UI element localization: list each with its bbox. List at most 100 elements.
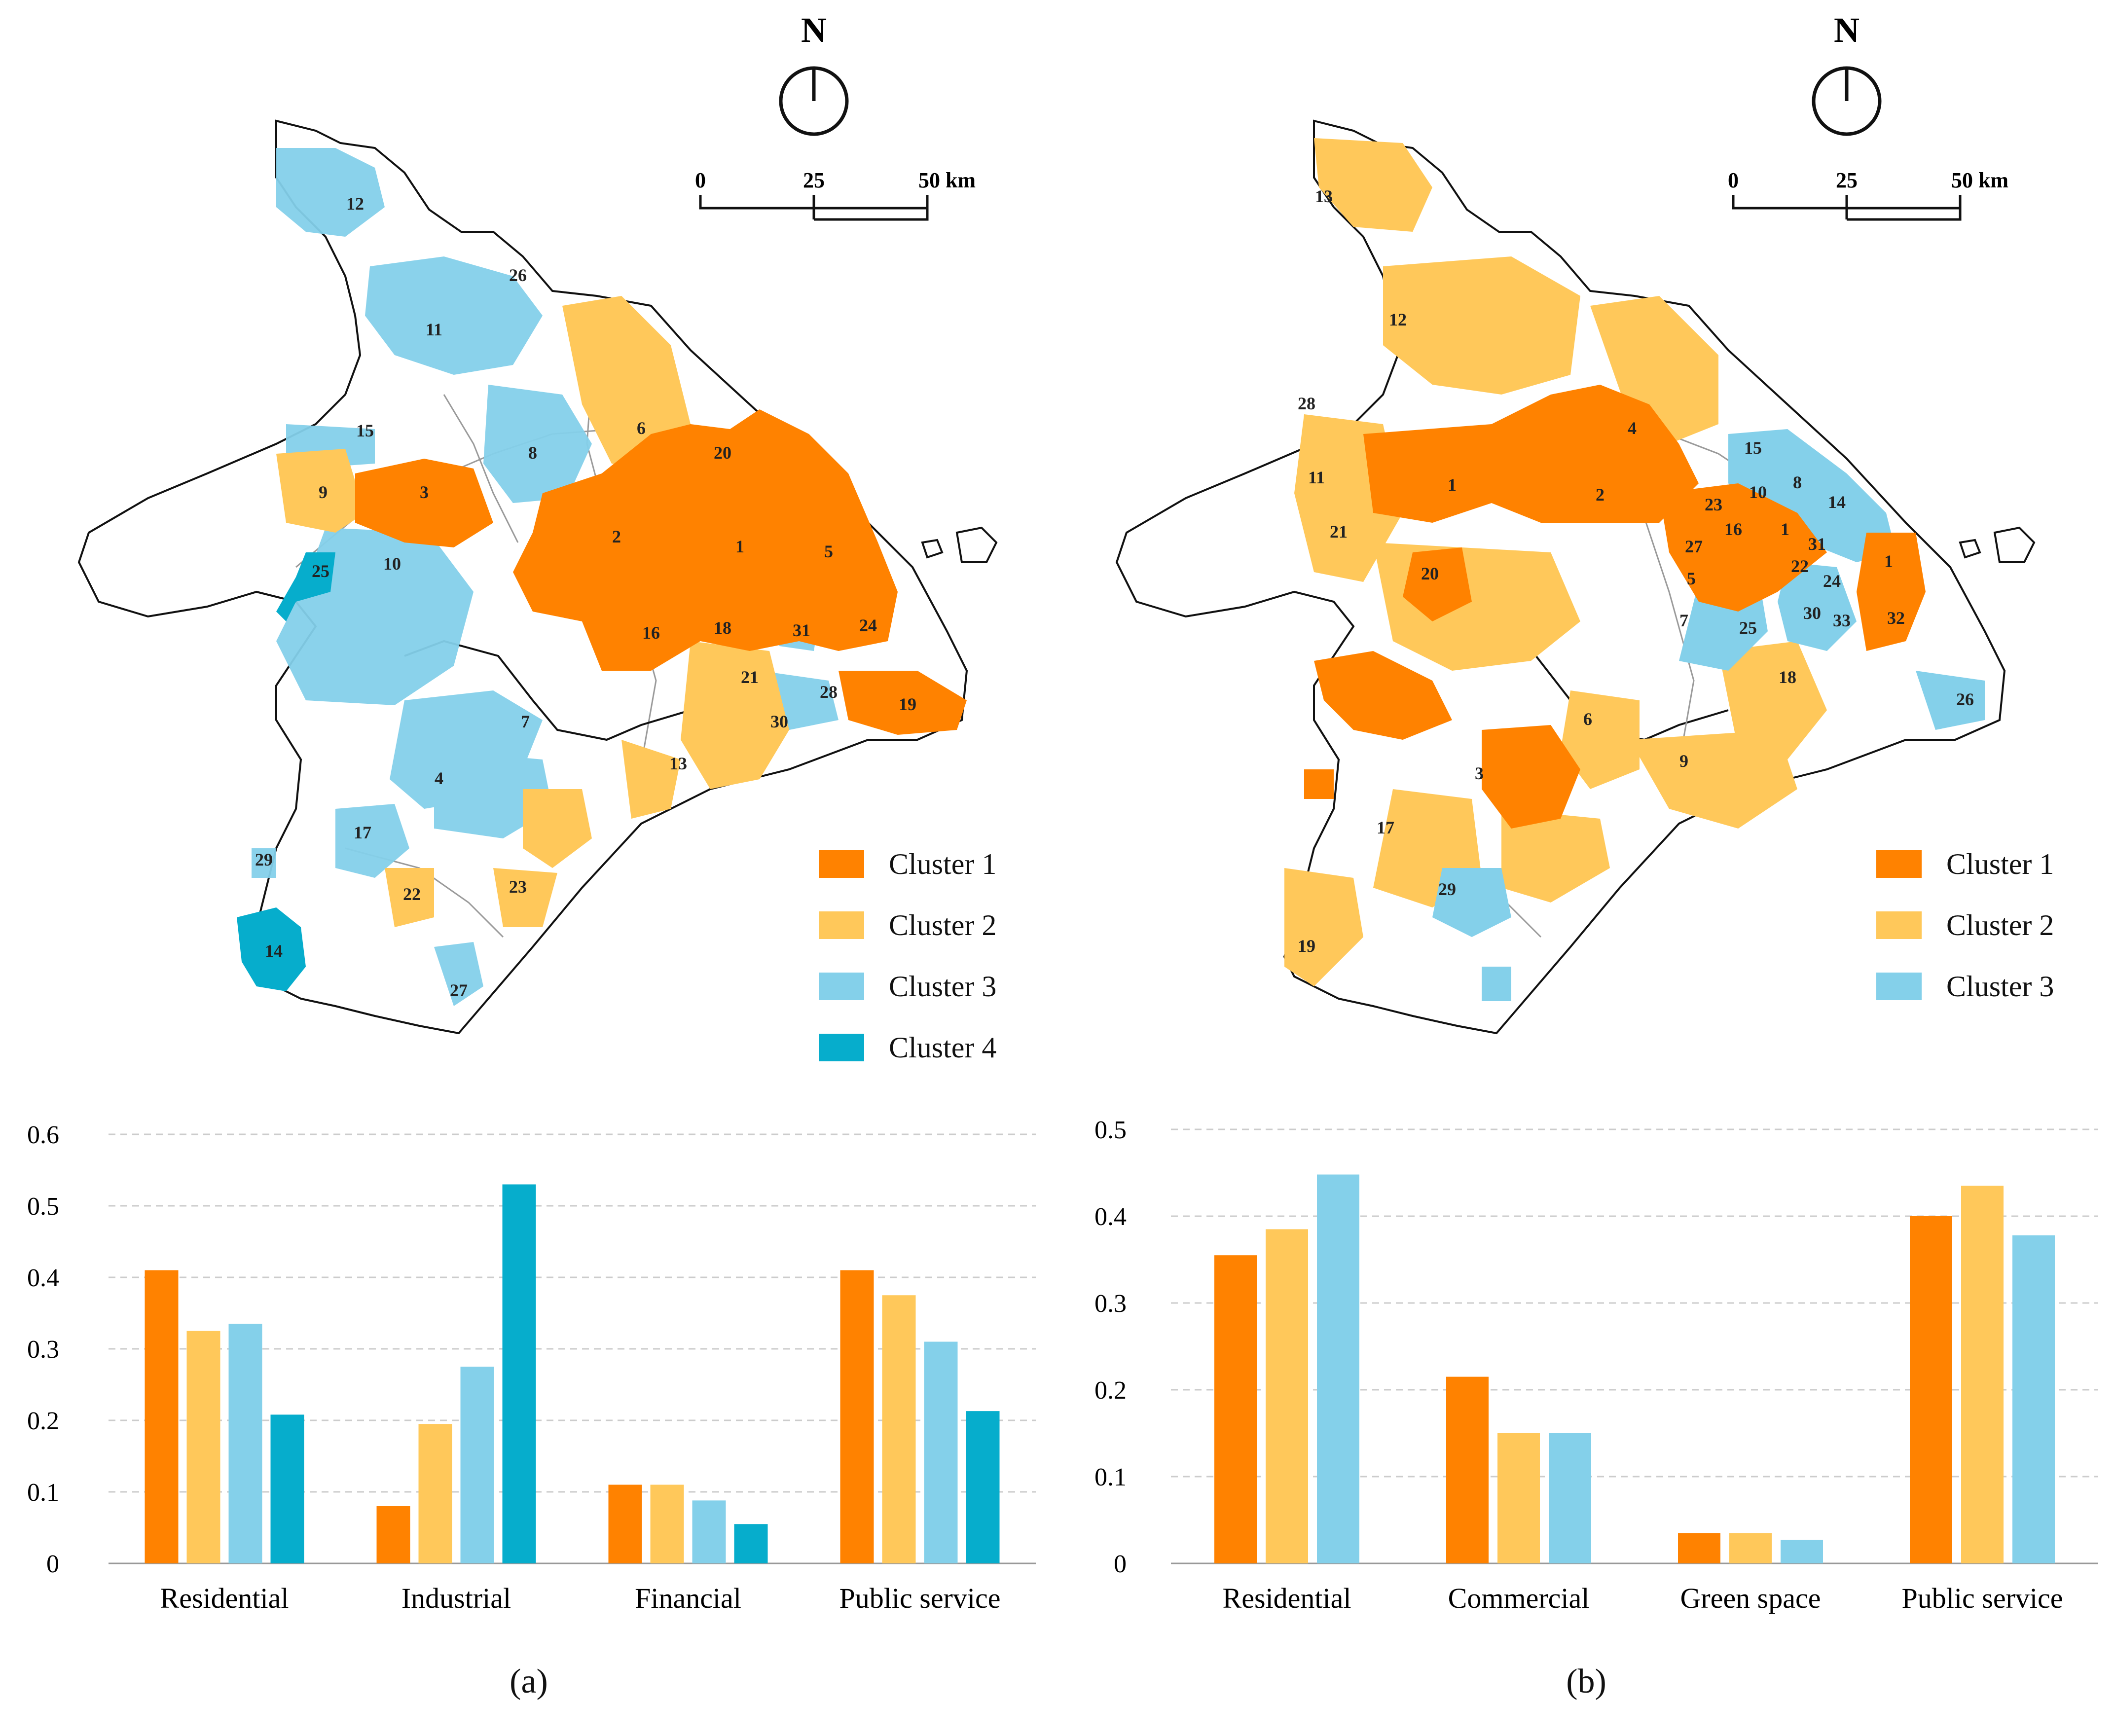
map-label-4: 4	[1628, 418, 1637, 438]
map-label-23: 23	[1705, 495, 1722, 514]
map-label-20: 20	[714, 443, 731, 463]
north-arrow: N	[1812, 10, 1882, 136]
legend-label: Cluster 1	[1946, 847, 2054, 880]
legend-label: Cluster 2	[1946, 908, 2054, 941]
map-label-4: 4	[435, 768, 443, 788]
cluster1-regions	[1304, 385, 1926, 829]
bar-public-service-cluster-1	[840, 1270, 874, 1563]
map-label-10: 10	[383, 554, 401, 574]
legend-item-cluster-1: Cluster 1	[819, 833, 996, 895]
legend-label: Cluster 4	[889, 1031, 997, 1064]
legend-b: Cluster 1 Cluster 2 Cluster 3	[1876, 833, 2054, 1017]
bar-financial-cluster-4	[734, 1524, 768, 1563]
district-line	[443, 394, 519, 543]
legend-label: Cluster 2	[889, 908, 997, 941]
bar-commercial-cluster-1	[1446, 1376, 1489, 1563]
map-label-21: 21	[1330, 522, 1348, 542]
map-label-5: 5	[824, 542, 833, 561]
map-label-9: 9	[1679, 751, 1688, 771]
y-tick-label: 0.2	[1094, 1376, 1127, 1405]
legend-item-cluster-2: Cluster 2	[1876, 895, 2054, 956]
x-tick-label: Green space	[1680, 1582, 1821, 1614]
map-label-26: 26	[1956, 689, 1974, 709]
map-label-9: 9	[319, 482, 328, 502]
bar-commercial-cluster-3	[1549, 1433, 1591, 1563]
map-label-19: 19	[1298, 936, 1315, 956]
map-label-26: 26	[509, 265, 527, 285]
map-label-25: 25	[312, 561, 329, 581]
scale-bar: 0 25 50 km	[695, 168, 976, 221]
map-label-12: 12	[1389, 310, 1407, 329]
cluster2-regions	[1284, 138, 1827, 986]
map-label-16: 16	[1724, 519, 1742, 539]
map-label-3: 3	[420, 482, 429, 502]
map-label-15: 15	[1744, 438, 1762, 458]
map-label-8: 8	[1793, 472, 1802, 492]
legend-swatch	[819, 850, 864, 878]
bar-financial-cluster-2	[650, 1484, 684, 1563]
x-tick-label: Financial	[635, 1582, 741, 1614]
legend-swatch	[1876, 850, 1922, 878]
map-label-13: 13	[1315, 186, 1333, 206]
map-label-28: 28	[820, 682, 838, 702]
bar-public-service-cluster-4	[966, 1411, 1000, 1563]
map-label-29: 29	[1438, 879, 1456, 899]
bar-residential-cluster-2	[186, 1331, 220, 1563]
map-label-14: 14	[1828, 492, 1846, 512]
legend-swatch	[819, 1034, 864, 1061]
x-tick-label: Public service	[839, 1582, 1001, 1614]
bar-public-service-cluster-3	[2012, 1235, 2055, 1563]
y-tick-label: 0.3	[1094, 1290, 1127, 1318]
bar-residential-cluster-3	[228, 1324, 262, 1563]
x-tick-label: Public service	[1902, 1582, 2063, 1614]
legend-a: Cluster 1 Cluster 2 Cluster 3 Cluster 4	[819, 833, 996, 1078]
map-label-2: 2	[1596, 485, 1604, 505]
y-tick-label: 0.1	[1094, 1463, 1127, 1491]
map-label-11: 11	[1308, 468, 1325, 487]
bar-green-space-cluster-2	[1729, 1533, 1772, 1563]
map-label-6: 6	[637, 418, 646, 438]
map-label-30: 30	[770, 712, 788, 731]
map-label-21: 21	[741, 667, 759, 687]
island	[1959, 539, 1981, 559]
legend-label: Cluster 1	[889, 847, 997, 880]
map-label-16: 16	[642, 623, 660, 643]
map-label-22: 22	[1791, 556, 1809, 576]
bar-public-service-cluster-1	[1910, 1216, 1952, 1563]
x-tick-label: Residential	[160, 1582, 289, 1614]
scale-label-25: 25	[803, 168, 825, 192]
x-tick-label: Residential	[1223, 1582, 1351, 1614]
map-label-3: 3	[1475, 763, 1484, 783]
bar-residential-cluster-1	[145, 1270, 179, 1563]
map-label-27: 27	[450, 980, 468, 1000]
bar-residential-cluster-4	[270, 1414, 304, 1563]
scale-label-50: 50 km	[1951, 168, 2008, 192]
y-tick-label: 0	[46, 1550, 59, 1578]
legend-swatch	[1876, 973, 1922, 1000]
bar-green-space-cluster-3	[1781, 1540, 1823, 1563]
map-label-27: 27	[1685, 537, 1703, 556]
bar-residential-cluster-2	[1266, 1229, 1308, 1563]
bar-commercial-cluster-2	[1497, 1433, 1540, 1563]
y-tick-label: 0.5	[1094, 1116, 1127, 1144]
bar-chart-a: 0 0.1 0.2 0.3 0.4 0.5 0.6 Residential Industrial…	[27, 1121, 1036, 1614]
legend-item-cluster-4: Cluster 4	[819, 1017, 996, 1078]
legend-label: Cluster 3	[1946, 970, 2054, 1003]
north-arrow: N	[779, 10, 849, 136]
island	[1993, 526, 2036, 563]
map-label-8: 8	[528, 443, 537, 463]
y-tick-label: 0.2	[27, 1407, 59, 1435]
cluster4-regions	[237, 552, 335, 991]
map-label-12: 12	[346, 194, 364, 214]
legend-item-cluster-3: Cluster 3	[1876, 956, 2054, 1017]
x-tick-label: Industrial	[401, 1582, 511, 1614]
y-tick-label: 0.4	[27, 1264, 59, 1292]
north-label: N	[801, 10, 827, 50]
scale-bar: 0 25 50 km	[1728, 168, 2008, 221]
map-label-31: 31	[793, 620, 810, 640]
legend-item-cluster-3: Cluster 3	[819, 956, 996, 1017]
map-label-29: 29	[255, 850, 273, 869]
map-label-7: 7	[521, 712, 530, 731]
